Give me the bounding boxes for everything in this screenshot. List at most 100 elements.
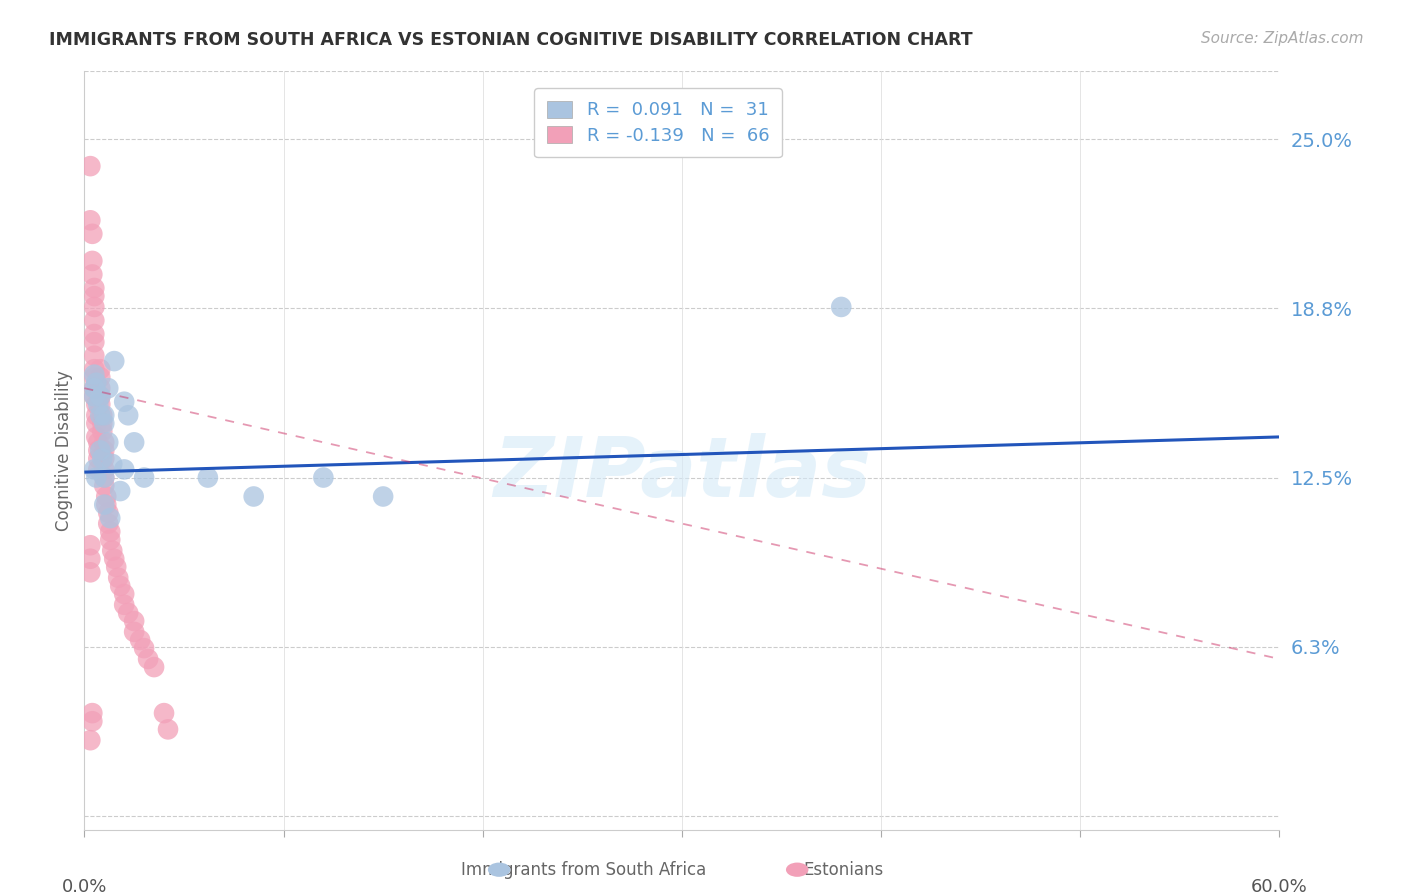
Point: [91, 417, 114, 431]
Point: [122, 435, 145, 450]
Point: [105, 560, 128, 574]
Point: [143, 660, 166, 674]
Point: [93, 470, 115, 484]
Point: [97, 435, 120, 450]
Point: [136, 652, 159, 666]
Point: [91, 451, 114, 466]
Point: [79, 551, 101, 566]
Point: [98, 533, 121, 547]
Point: [87, 435, 110, 450]
Point: [96, 490, 118, 504]
Point: [91, 409, 114, 423]
Point: [87, 451, 110, 466]
Point: [89, 362, 111, 376]
Point: [132, 641, 156, 656]
Point: [112, 394, 135, 409]
Point: [101, 457, 124, 471]
Point: [830, 300, 852, 314]
Point: [129, 633, 152, 648]
Point: [87, 397, 110, 411]
Point: [83, 381, 105, 395]
Point: [93, 417, 115, 431]
Legend: R =  0.091   N =  31, R = -0.139   N =  66: R = 0.091 N = 31, R = -0.139 N = 66: [534, 88, 782, 157]
Point: [153, 706, 176, 720]
Point: [86, 430, 108, 444]
Point: [86, 409, 108, 423]
Point: [98, 511, 121, 525]
Point: [83, 289, 105, 303]
Point: [110, 484, 132, 499]
Point: [93, 498, 115, 512]
Point: [83, 349, 105, 363]
Point: [132, 470, 156, 484]
Point: [83, 313, 105, 327]
Text: Immigrants from South Africa: Immigrants from South Africa: [461, 861, 706, 879]
Point: [122, 624, 145, 639]
Point: [242, 490, 264, 504]
Point: [93, 451, 115, 466]
Point: [83, 362, 105, 376]
Point: [83, 389, 105, 403]
Point: [122, 614, 145, 628]
Point: [83, 300, 105, 314]
Point: [117, 409, 139, 423]
Point: [83, 335, 105, 350]
Point: [112, 598, 135, 612]
Point: [89, 381, 111, 395]
Point: [103, 551, 125, 566]
Text: Source: ZipAtlas.com: Source: ZipAtlas.com: [1201, 31, 1364, 46]
Point: [110, 579, 132, 593]
Point: [197, 470, 219, 484]
Point: [79, 566, 101, 580]
Point: [82, 227, 104, 241]
Point: [93, 462, 115, 476]
Point: [97, 381, 120, 395]
Point: [91, 425, 114, 439]
Point: [86, 417, 108, 431]
Point: [101, 543, 124, 558]
Point: [79, 213, 101, 227]
Point: [86, 376, 108, 390]
Point: [157, 723, 180, 737]
Point: [89, 443, 111, 458]
Point: [86, 397, 108, 411]
Point: [112, 587, 135, 601]
Point: [83, 462, 105, 476]
Point: [89, 389, 111, 403]
Point: [103, 354, 125, 368]
Point: [83, 281, 105, 295]
Point: [82, 714, 104, 729]
Point: [373, 490, 395, 504]
Point: [83, 326, 105, 341]
Point: [89, 389, 111, 403]
Point: [93, 478, 115, 492]
Point: [93, 470, 115, 484]
Point: [93, 435, 115, 450]
Point: [117, 606, 139, 620]
Point: [83, 370, 105, 384]
Point: [87, 462, 110, 476]
Point: [93, 409, 115, 423]
Point: [79, 159, 101, 173]
Point: [89, 370, 111, 384]
Point: [87, 443, 110, 458]
Point: [97, 506, 120, 520]
Text: 60.0%: 60.0%: [1251, 879, 1308, 892]
Text: 0.0%: 0.0%: [62, 879, 107, 892]
Point: [107, 571, 129, 585]
Y-axis label: Cognitive Disability: Cognitive Disability: [55, 370, 73, 531]
Point: [82, 706, 104, 720]
Point: [96, 498, 118, 512]
Point: [312, 470, 335, 484]
Text: IMMIGRANTS FROM SOUTH AFRICA VS ESTONIAN COGNITIVE DISABILITY CORRELATION CHART: IMMIGRANTS FROM SOUTH AFRICA VS ESTONIAN…: [49, 31, 973, 49]
Point: [82, 254, 104, 268]
Point: [83, 368, 105, 382]
Point: [83, 381, 105, 395]
Point: [89, 409, 111, 423]
Point: [83, 389, 105, 403]
Point: [79, 733, 101, 747]
Point: [97, 516, 120, 531]
Point: [86, 470, 108, 484]
Text: ZIPatlas: ZIPatlas: [494, 433, 870, 514]
Point: [82, 268, 104, 282]
